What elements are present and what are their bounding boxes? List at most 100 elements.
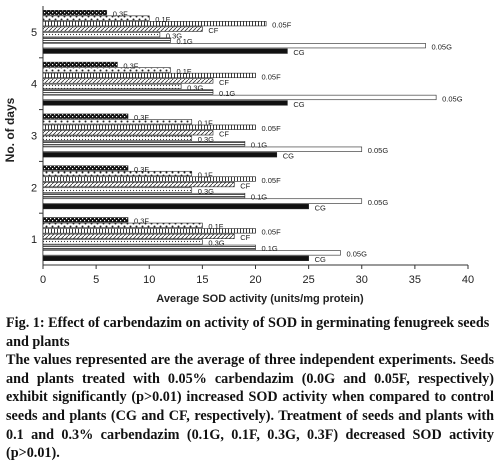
caption-title: Fig. 1: Effect of carbendazim on activit… bbox=[6, 315, 490, 350]
bar-03G-day5 bbox=[42, 32, 161, 38]
bar-data-label: CF bbox=[219, 78, 229, 87]
bar-01F-day4 bbox=[42, 67, 171, 73]
bar-CF-day5 bbox=[42, 26, 203, 32]
bar-data-label: 0.1F bbox=[208, 222, 223, 231]
bar-01F-day5 bbox=[42, 15, 150, 21]
bar-data-label: 0.05F bbox=[272, 20, 292, 29]
x-tick-label: 0 bbox=[40, 274, 46, 286]
bar-data-label: 0.3F bbox=[134, 113, 149, 122]
bar-data-label: 0.05G bbox=[442, 94, 463, 103]
bar-CF-day2 bbox=[42, 181, 235, 188]
bar-data-label: 0.1F bbox=[177, 67, 192, 76]
bar-03G-day1 bbox=[42, 239, 203, 245]
bar-CG-day4 bbox=[42, 100, 288, 106]
bar-CG-day1 bbox=[42, 255, 309, 261]
bar-03F-day3 bbox=[42, 113, 129, 119]
bar-005F-day2 bbox=[42, 176, 256, 182]
x-tick-label: 5 bbox=[93, 274, 99, 286]
bar-005G-day3 bbox=[42, 146, 363, 152]
bar-data-label: 0.1F bbox=[198, 170, 213, 179]
x-tick-label: 40 bbox=[462, 274, 474, 286]
bar-005F-day1 bbox=[42, 228, 256, 234]
bar-01F-day3 bbox=[42, 119, 193, 125]
y-tick-label: 2 bbox=[31, 182, 37, 194]
bar-CF-day1 bbox=[42, 233, 235, 239]
bar-data-label: 0.1F bbox=[198, 119, 213, 128]
x-tick-label: 25 bbox=[303, 274, 315, 286]
x-axis-title: Average SOD activity (units/mg protein) bbox=[156, 293, 364, 305]
bar-03G-day3 bbox=[42, 135, 193, 141]
x-tick-label: 35 bbox=[409, 274, 421, 286]
bar-data-label: 0.3F bbox=[123, 61, 138, 70]
bar-CF-day3 bbox=[42, 130, 214, 136]
bar-data-label: 0.3G bbox=[198, 187, 214, 196]
bar-data-label: CG bbox=[315, 203, 326, 212]
bar-data-label: 0.05G bbox=[432, 42, 453, 51]
bar-CG-day3 bbox=[42, 152, 278, 158]
bar-data-label: 0.3F bbox=[134, 165, 149, 174]
bar-data-label: CG bbox=[293, 48, 304, 57]
bar-01G-day2 bbox=[42, 192, 246, 199]
y-tick-label: 4 bbox=[31, 79, 37, 91]
bar-data-label: 0.05F bbox=[262, 124, 282, 133]
bar-data-label: 0.05F bbox=[262, 228, 282, 237]
bar-005G-day5 bbox=[42, 43, 426, 49]
figure-caption: Fig. 1: Effect of carbendazim on activit… bbox=[6, 314, 494, 463]
bar-005F-day4 bbox=[42, 72, 256, 79]
bar-data-label: 0.3G bbox=[198, 135, 214, 144]
bar-data-label: 0.3G bbox=[187, 83, 203, 92]
bar-data-label: 0.05F bbox=[262, 176, 282, 185]
bar-data-label: 0.1G bbox=[219, 89, 235, 98]
bar-data-label: 0.1G bbox=[251, 192, 267, 201]
bar-01F-day1 bbox=[42, 222, 203, 228]
bar-CG-day5 bbox=[42, 48, 288, 54]
bar-CF-day4 bbox=[42, 78, 214, 84]
bar-01G-day1 bbox=[42, 244, 256, 250]
bar-data-label: 0.1G bbox=[251, 141, 267, 150]
x-tick-label: 20 bbox=[249, 274, 261, 286]
bar-03F-day2 bbox=[42, 165, 129, 171]
bar-data-label: 0.1G bbox=[262, 244, 278, 253]
plot-area: 0 5 10 15 20 25 30 35 401CG0.05G0.1G0.3GCF0.05F0… bbox=[31, 6, 474, 286]
bar-data-label: CG bbox=[283, 152, 294, 161]
bar-03G-day4 bbox=[42, 83, 182, 90]
bar-005G-day1 bbox=[42, 250, 341, 256]
bar-data-label: 0.05G bbox=[347, 250, 368, 259]
bar-data-label: 0.3F bbox=[134, 217, 149, 226]
bar-005F-day3 bbox=[42, 124, 256, 130]
caption-description: The values represented are the average o… bbox=[6, 352, 494, 462]
bar-data-label: CF bbox=[240, 181, 250, 190]
bar-data-label: 0.1G bbox=[177, 37, 193, 46]
y-tick-label: 5 bbox=[31, 27, 37, 39]
y-axis-title: No. of days bbox=[3, 97, 17, 162]
x-tick-label: 10 bbox=[143, 274, 155, 286]
bar-03F-day4 bbox=[42, 61, 118, 68]
bar-data-label: 0.1F bbox=[155, 15, 170, 24]
x-tick-label: 15 bbox=[196, 274, 208, 286]
y-tick-label: 1 bbox=[31, 234, 37, 246]
bar-data-label: 0.05F bbox=[262, 72, 282, 81]
bar-data-label: 0.05G bbox=[368, 146, 389, 155]
bar-005G-day4 bbox=[42, 94, 437, 101]
bar-data-label: CF bbox=[240, 233, 250, 242]
bar-01F-day2 bbox=[42, 170, 193, 177]
y-tick-label: 3 bbox=[31, 131, 37, 143]
bar-data-label: CF bbox=[219, 130, 229, 139]
bar-data-label: CF bbox=[208, 26, 218, 35]
bar-data-label: CG bbox=[315, 255, 326, 264]
bar-03F-day5 bbox=[42, 10, 108, 16]
bar-data-label: 0.3F bbox=[113, 9, 128, 18]
bar-005F-day5 bbox=[42, 21, 267, 27]
bar-data-label: 0.3G bbox=[208, 239, 224, 248]
bar-01G-day4 bbox=[42, 89, 214, 95]
bar-03G-day2 bbox=[42, 187, 193, 193]
bar-CG-day2 bbox=[42, 203, 309, 210]
bar-data-label: CG bbox=[293, 100, 304, 109]
bar-03F-day1 bbox=[42, 217, 129, 223]
bar-01G-day5 bbox=[42, 37, 171, 43]
bar-data-label: 0.3G bbox=[166, 31, 182, 40]
x-tick-label: 30 bbox=[356, 274, 368, 286]
bar-005G-day2 bbox=[42, 198, 363, 204]
bar-01G-day3 bbox=[42, 141, 246, 147]
sod-bar-chart: 0 5 10 15 20 25 30 35 401CG0.05G0.1G0.3GCF0.05F0… bbox=[3, 6, 474, 305]
